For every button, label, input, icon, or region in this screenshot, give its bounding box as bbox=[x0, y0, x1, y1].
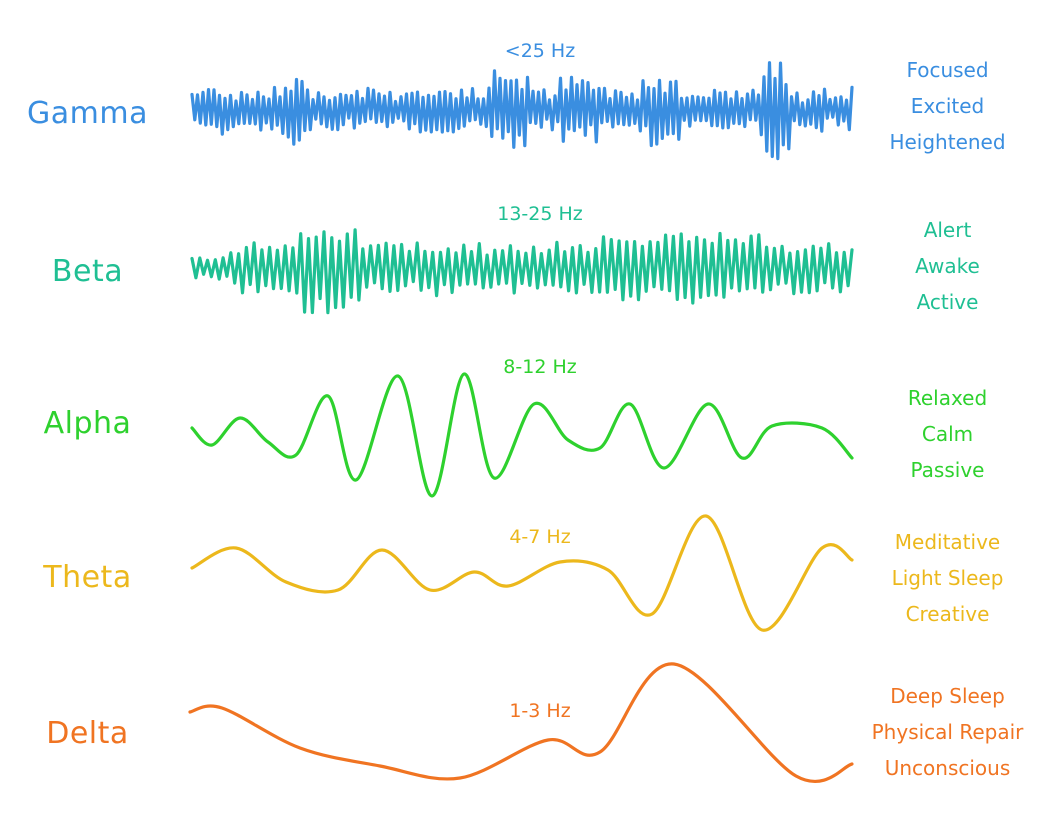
state-label: Focused bbox=[906, 58, 989, 82]
band-states-delta: Deep Sleep Physical Repair Unconscious bbox=[850, 678, 1045, 786]
band-row-alpha: Alpha 8-12 Hz Relaxed Calm Passive bbox=[0, 350, 1060, 510]
theta-waveform bbox=[190, 514, 854, 632]
alpha-waveform bbox=[190, 372, 854, 498]
gamma-waveform bbox=[190, 61, 854, 161]
delta-wave-line bbox=[188, 662, 854, 784]
beta-waveform bbox=[190, 228, 854, 315]
band-frequency-alpha: 8-12 Hz bbox=[503, 356, 577, 378]
state-label: Heightened bbox=[889, 130, 1006, 154]
state-label: Deep Sleep bbox=[890, 684, 1005, 708]
gamma-wave-line bbox=[190, 61, 854, 161]
state-label: Creative bbox=[905, 602, 990, 626]
state-label: Active bbox=[916, 290, 979, 314]
state-label: Excited bbox=[910, 94, 985, 118]
band-states-gamma: Focused Excited Heightened bbox=[850, 52, 1045, 160]
band-name-alpha: Alpha bbox=[43, 406, 132, 441]
band-states-beta: Alert Awake Active bbox=[850, 212, 1045, 320]
state-label: Calm bbox=[921, 422, 974, 446]
state-label: Light Sleep bbox=[891, 566, 1004, 590]
state-label: Passive bbox=[910, 458, 985, 482]
band-frequency-gamma: <25 Hz bbox=[504, 40, 576, 62]
theta-wave-line bbox=[190, 514, 854, 632]
band-row-beta: Beta 13-25 Hz Alert Awake Active bbox=[0, 190, 1060, 350]
state-label: Alert bbox=[923, 218, 972, 242]
band-states-theta: Meditative Light Sleep Creative bbox=[850, 524, 1045, 632]
state-label: Awake bbox=[915, 254, 980, 278]
state-label: Physical Repair bbox=[871, 720, 1024, 744]
band-frequency-beta: 13-25 Hz bbox=[497, 203, 583, 225]
delta-waveform bbox=[188, 662, 854, 784]
band-row-gamma: Gamma <25 Hz Focused Excited Heightened bbox=[0, 30, 1060, 190]
band-name-theta: Theta bbox=[43, 560, 132, 595]
band-row-theta: Theta 4-7 Hz Meditative Light Sleep Crea… bbox=[0, 510, 1060, 670]
band-name-beta: Beta bbox=[51, 254, 124, 289]
band-states-alpha: Relaxed Calm Passive bbox=[850, 380, 1045, 488]
band-frequency-theta: 4-7 Hz bbox=[509, 526, 571, 548]
band-frequency-delta: 1-3 Hz bbox=[509, 700, 571, 722]
state-label: Relaxed bbox=[907, 386, 988, 410]
beta-wave-line bbox=[190, 228, 854, 315]
state-label: Meditative bbox=[894, 530, 1001, 554]
band-name-gamma: Gamma bbox=[27, 96, 148, 131]
band-row-delta: Delta 1-3 Hz Deep Sleep Physical Repair … bbox=[0, 660, 1060, 820]
alpha-wave-line bbox=[190, 372, 854, 498]
state-label: Unconscious bbox=[884, 756, 1011, 780]
band-name-delta: Delta bbox=[46, 716, 129, 751]
